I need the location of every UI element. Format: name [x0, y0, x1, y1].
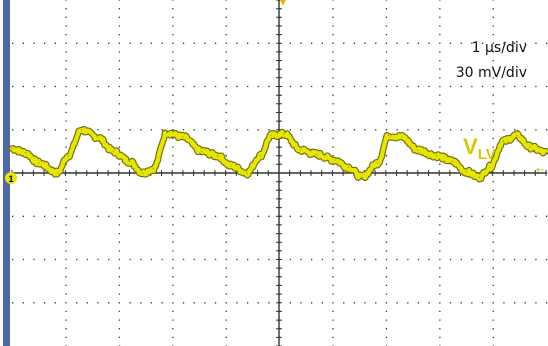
trace-point	[152, 167, 155, 170]
trace-point	[334, 159, 336, 161]
trace-point	[259, 154, 262, 157]
ground-marker-circle	[5, 172, 17, 184]
trace-point	[489, 166, 491, 168]
time-per-div-label: 1 µs/div	[472, 40, 527, 56]
trigger-level-arrow-icon: ←	[536, 165, 544, 176]
trace-point	[478, 176, 481, 179]
trace-point	[545, 152, 547, 154]
trace-point	[401, 136, 403, 138]
channel-label: VLV	[463, 134, 496, 163]
trigger-position-marker	[280, 0, 286, 6]
trace-point	[166, 131, 168, 134]
trace-point	[347, 166, 350, 168]
trace-point	[142, 172, 144, 174]
trace-point	[451, 160, 454, 163]
trace-point	[112, 150, 115, 153]
trace-point	[246, 172, 248, 174]
trace-point	[80, 129, 83, 131]
trace-vlv	[8, 125, 548, 183]
trace-point	[515, 134, 518, 137]
trace-point	[37, 162, 40, 164]
trace-point	[56, 172, 59, 174]
trace-point	[465, 170, 467, 173]
trace-point	[11, 147, 13, 150]
trace-point	[230, 165, 232, 167]
trace-point	[299, 149, 302, 151]
trace-point	[361, 176, 363, 179]
center-axes	[11, 0, 547, 346]
trace-point	[417, 149, 419, 151]
trace-point	[216, 154, 219, 157]
trace-point	[502, 140, 505, 143]
left-edge-bar	[3, 0, 10, 346]
trace-point	[377, 162, 379, 164]
trace-point	[24, 152, 27, 154]
channel-label-main: V	[463, 134, 478, 159]
trace-line	[9, 127, 548, 182]
channel-1-ground-marker: 1	[5, 172, 17, 184]
trace-point	[96, 136, 99, 138]
trace-point	[283, 133, 286, 135]
trace-point	[182, 136, 184, 138]
channel-label-subscript: LV	[478, 146, 496, 163]
trace-point	[270, 134, 272, 137]
trace-point	[128, 160, 131, 163]
trace-point	[529, 146, 531, 148]
trace-point	[315, 153, 318, 156]
ground-marker-number: 1	[8, 174, 13, 184]
trace-point	[200, 150, 203, 153]
volts-per-div-label: 30 mV/div	[456, 65, 527, 81]
trace-point	[387, 134, 390, 137]
trace-point	[435, 154, 438, 157]
trace-point	[67, 154, 69, 157]
